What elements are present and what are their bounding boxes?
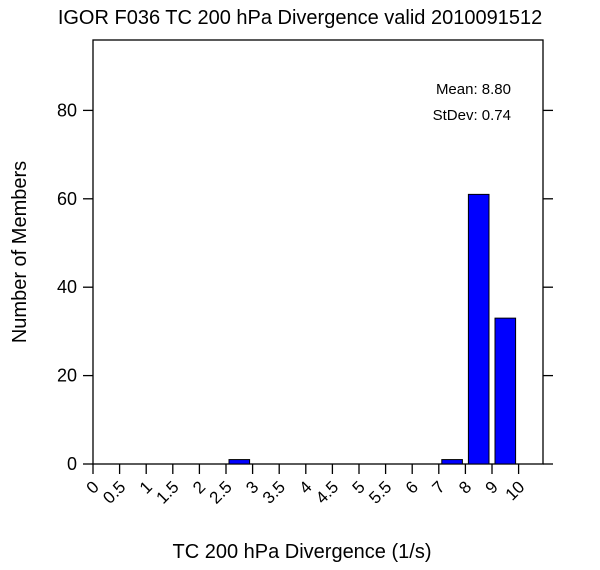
y-tick-label: 40: [57, 277, 77, 297]
y-axis-label: Number of Members: [9, 161, 31, 343]
histogram-bar: [441, 459, 463, 465]
y-tick-label: 60: [57, 189, 77, 209]
x-tick-label: 1.5: [152, 477, 182, 507]
x-axis: 00.5 11.5 22.5 33.5 44.5 55.5 6 7 8 9 10: [83, 464, 529, 508]
histogram-bar: [467, 193, 490, 465]
y-tick-label: 80: [57, 100, 77, 120]
x-tick-label: 6: [402, 477, 422, 497]
x-tick-label: 8: [455, 477, 475, 497]
x-tick-label: 9: [482, 477, 502, 497]
x-axis-label: TC 200 hPa Divergence (1/s): [172, 541, 431, 563]
bars-group: [228, 193, 517, 465]
x-tick-label: 0.5: [99, 477, 129, 507]
x-tick-label: 4.5: [312, 477, 342, 507]
x-tick-label: 7: [428, 477, 448, 497]
chart-title: IGOR F036 TC 200 hPa Divergence valid 20…: [58, 7, 542, 29]
stdev-annotation: StDev: 0.74: [433, 107, 511, 124]
x-tick-label: 5.5: [365, 477, 395, 507]
x-tick-label: 2.5: [206, 477, 236, 507]
y-axis: 0 20 40 60 80: [57, 100, 553, 474]
histogram-bar: [228, 459, 251, 465]
x-tick-label: 10: [502, 477, 529, 504]
y-tick-label: 0: [67, 454, 77, 474]
histogram-bar: [494, 317, 517, 465]
mean-annotation: Mean: 8.80: [436, 81, 511, 98]
plot-frame: [92, 39, 544, 465]
x-tick-label: 3.5: [259, 477, 289, 507]
y-tick-label: 20: [57, 366, 77, 386]
